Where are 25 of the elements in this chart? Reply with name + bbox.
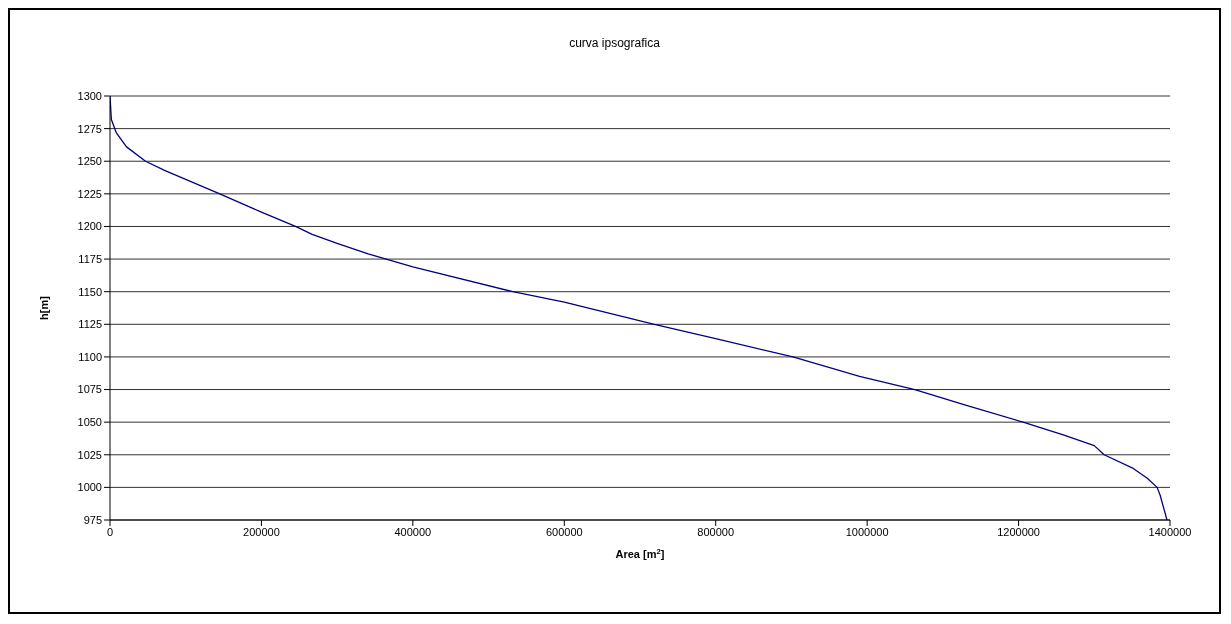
x-tick-label: 200000 xyxy=(243,525,280,538)
chart-title: curva ipsografica xyxy=(568,36,661,50)
y-tick-label: 1125 xyxy=(78,318,102,331)
x-tick-label: 0 xyxy=(106,525,114,538)
x-tick-label: 1200000 xyxy=(997,525,1040,538)
y-tick-label: 1300 xyxy=(77,89,102,102)
x-tick-label: 800000 xyxy=(697,525,735,538)
y-tick-label: 1275 xyxy=(77,122,102,135)
y-tick-label: 975 xyxy=(83,513,102,526)
y-tick-label: 1150 xyxy=(78,285,102,298)
y-tick-label: 1175 xyxy=(78,252,102,265)
x-tick-label: 1000000 xyxy=(845,525,889,538)
y-tick-label: 1075 xyxy=(77,383,102,396)
x-tick-label: 600000 xyxy=(545,525,583,538)
y-tick-label: 1200 xyxy=(77,220,102,233)
x-tick-label: 400000 xyxy=(394,525,432,538)
y-tick-label: 1000 xyxy=(77,481,102,494)
x-tick-label: 1400000 xyxy=(1148,525,1192,538)
x-axis-title: Area [m$^{2}$] xyxy=(615,546,665,560)
y-tick-label: 1050 xyxy=(77,416,102,429)
y-axis-title: h[m] xyxy=(38,295,50,320)
y-tick-label: 1100 xyxy=(78,350,102,363)
y-tick-label: 1250 xyxy=(77,155,102,168)
y-tick-label: 1225 xyxy=(77,187,102,200)
y-tick-label: 1025 xyxy=(77,448,102,461)
